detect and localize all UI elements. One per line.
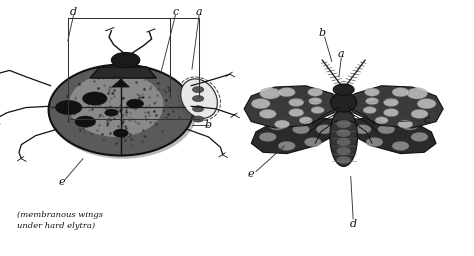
Circle shape — [411, 109, 428, 119]
Circle shape — [105, 109, 118, 116]
Circle shape — [192, 106, 204, 112]
Circle shape — [269, 121, 286, 130]
Circle shape — [337, 156, 351, 164]
Circle shape — [392, 88, 409, 97]
Circle shape — [375, 117, 388, 124]
Circle shape — [411, 132, 428, 142]
Polygon shape — [112, 79, 129, 87]
Circle shape — [316, 125, 333, 134]
Circle shape — [274, 120, 290, 128]
Circle shape — [111, 52, 140, 68]
Circle shape — [259, 109, 276, 119]
Circle shape — [299, 117, 312, 124]
Ellipse shape — [49, 65, 193, 156]
Circle shape — [278, 141, 295, 151]
Circle shape — [308, 88, 323, 96]
Circle shape — [383, 109, 399, 117]
Circle shape — [333, 84, 354, 95]
Circle shape — [365, 88, 380, 96]
Text: c: c — [423, 115, 430, 125]
Text: (membranous wings
under hard elytra): (membranous wings under hard elytra) — [17, 211, 102, 230]
Circle shape — [292, 125, 310, 134]
Circle shape — [304, 137, 321, 147]
Text: d: d — [70, 6, 77, 17]
Circle shape — [251, 99, 270, 109]
Circle shape — [417, 99, 436, 109]
Circle shape — [337, 138, 351, 146]
Polygon shape — [90, 67, 156, 78]
Circle shape — [278, 88, 295, 97]
Circle shape — [113, 129, 128, 137]
Text: e: e — [58, 177, 65, 187]
Circle shape — [311, 106, 324, 114]
Circle shape — [192, 116, 204, 122]
Circle shape — [365, 98, 379, 105]
Circle shape — [259, 132, 276, 142]
Text: d: d — [349, 219, 357, 229]
Circle shape — [401, 121, 419, 130]
Circle shape — [363, 106, 376, 114]
Ellipse shape — [330, 93, 356, 112]
Text: c: c — [172, 6, 179, 17]
Circle shape — [192, 95, 204, 102]
Circle shape — [392, 141, 409, 151]
Circle shape — [82, 92, 107, 105]
Circle shape — [75, 116, 96, 127]
Circle shape — [192, 87, 204, 93]
Circle shape — [337, 147, 351, 155]
Circle shape — [378, 125, 395, 134]
Circle shape — [407, 88, 428, 99]
Circle shape — [337, 120, 351, 128]
Ellipse shape — [330, 108, 357, 166]
Circle shape — [309, 98, 322, 105]
Circle shape — [289, 109, 304, 117]
Text: a: a — [196, 6, 202, 17]
Text: e: e — [248, 169, 255, 179]
Circle shape — [354, 125, 371, 134]
Text: b: b — [205, 120, 212, 131]
Ellipse shape — [69, 73, 164, 137]
Ellipse shape — [181, 79, 218, 118]
Circle shape — [398, 120, 413, 128]
Polygon shape — [244, 86, 344, 128]
Circle shape — [55, 100, 82, 115]
Text: a: a — [338, 49, 345, 59]
Circle shape — [366, 137, 383, 147]
Polygon shape — [344, 86, 443, 128]
Circle shape — [260, 88, 281, 99]
Polygon shape — [344, 115, 436, 154]
Ellipse shape — [50, 67, 197, 159]
Circle shape — [337, 129, 351, 137]
Circle shape — [289, 98, 304, 106]
Circle shape — [127, 99, 144, 108]
Circle shape — [383, 98, 399, 106]
Text: b: b — [319, 28, 326, 38]
Polygon shape — [251, 115, 344, 154]
